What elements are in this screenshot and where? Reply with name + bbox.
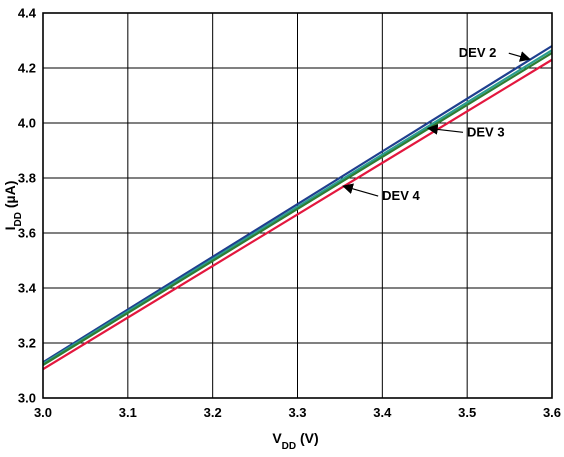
series-line-2 [42, 49, 553, 365]
x-tick-labels: 3.0 3.1 3.2 3.3 3.4 3.5 3.6 [34, 405, 561, 420]
x-tick-label: 3.1 [119, 405, 137, 420]
x-tick-label: 3.3 [288, 405, 306, 420]
series-annotations: DEV 2 DEV 3 DEV 4 [342, 45, 531, 203]
series-line-1 [42, 45, 553, 364]
x-tick-label: 3.0 [34, 405, 52, 420]
series-line-4 [42, 58, 553, 371]
y-tick-label: 3.6 [18, 226, 36, 241]
y-tick-label: 3.4 [18, 281, 37, 296]
y-tick-label: 4.2 [18, 61, 36, 76]
x-axis-label: VDD (V) [272, 430, 318, 452]
annotation-label: DEV 2 [459, 45, 497, 60]
y-tick-label: 3.0 [18, 391, 36, 406]
y-tick-label: 4.0 [18, 116, 36, 131]
y-axis-label: IDD (µA) [2, 181, 24, 231]
annotation-arrow [508, 51, 531, 62]
series-lines [42, 45, 553, 371]
grid [42, 12, 553, 399]
y-tick-label: 3.2 [18, 336, 36, 351]
x-tick-label: 3.5 [458, 405, 476, 420]
x-tick-label: 3.2 [204, 405, 222, 420]
annotation-label: DEV 4 [382, 188, 420, 203]
x-tick-label: 3.6 [543, 405, 561, 420]
plot-frame [42, 12, 553, 399]
annotation-arrow [426, 124, 464, 135]
annotation-label: DEV 3 [467, 124, 505, 139]
series-line-3 [42, 51, 553, 366]
y-tick-label: 4.4 [18, 6, 37, 21]
x-tick-label: 3.4 [373, 405, 392, 420]
annotation-arrow [342, 183, 379, 197]
y-tick-label: 3.8 [18, 171, 36, 186]
y-tick-labels: 3.0 3.2 3.4 3.6 3.8 4.0 4.2 4.4 [18, 6, 37, 406]
